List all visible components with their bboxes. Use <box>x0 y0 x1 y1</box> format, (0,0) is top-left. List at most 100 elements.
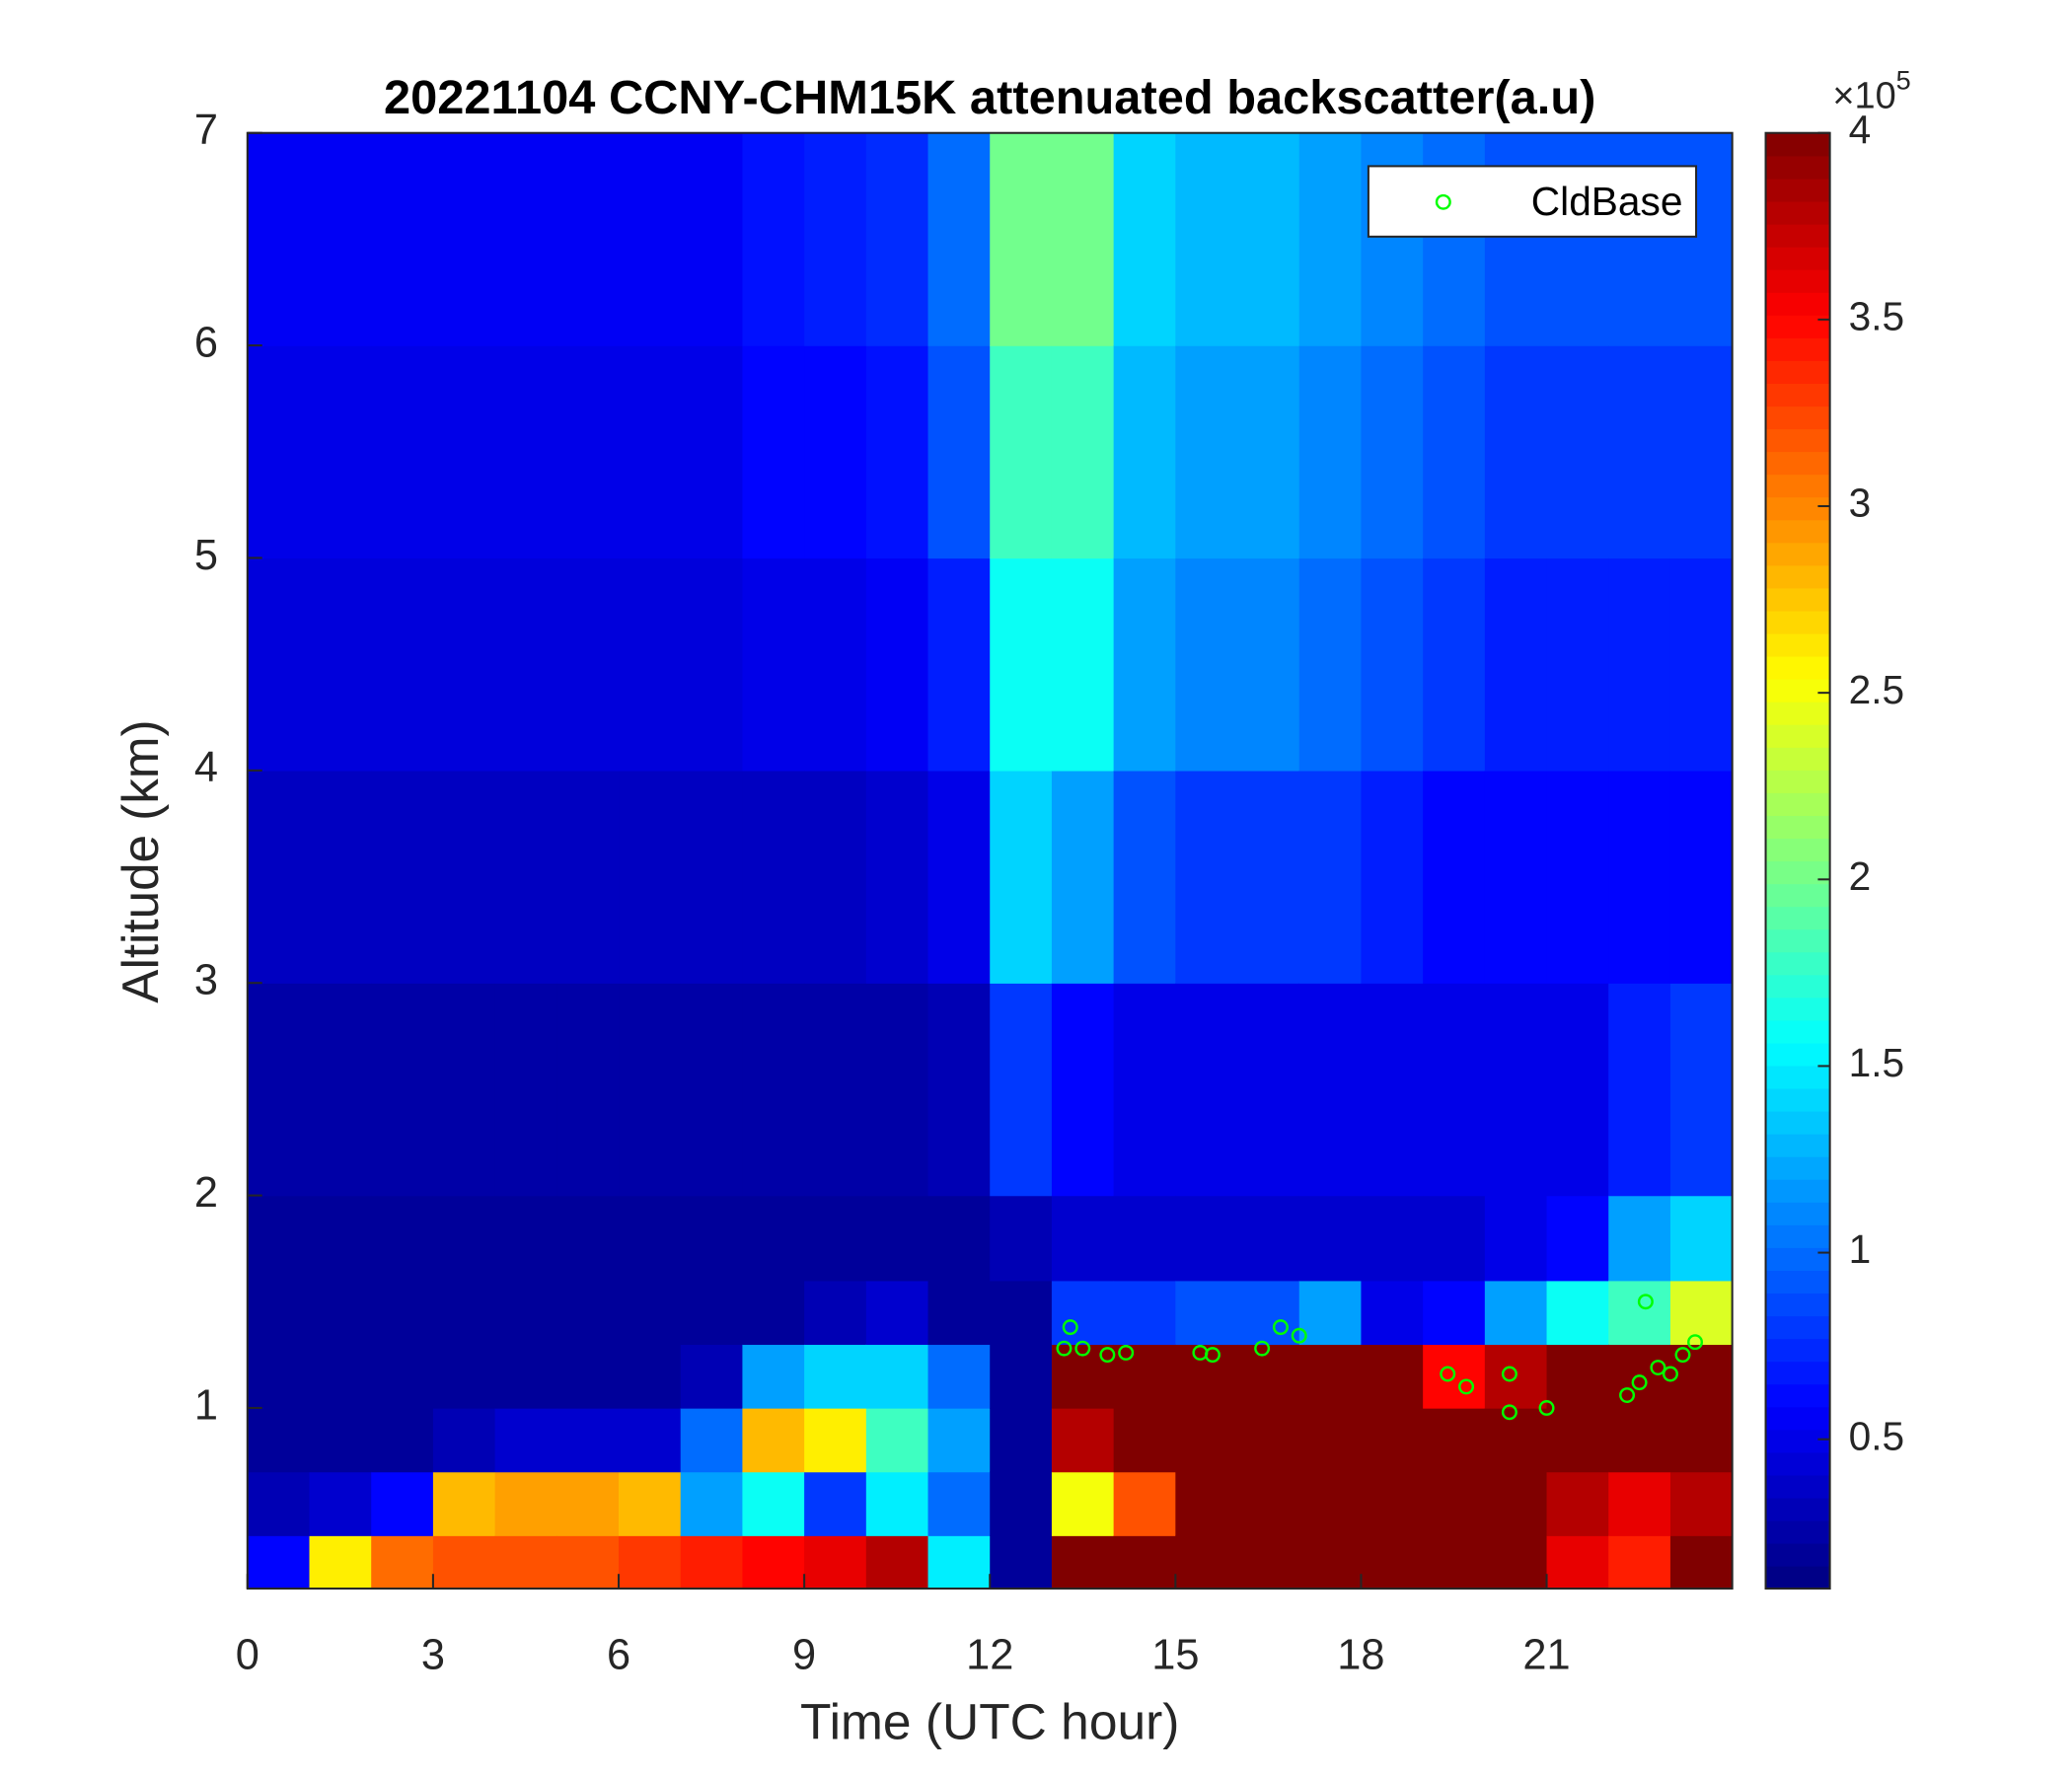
colorbar-swatch <box>1765 1383 1830 1408</box>
heat-cell <box>1175 770 1238 984</box>
heat-cell <box>804 983 867 1197</box>
heat-cell <box>1669 770 1734 984</box>
heat-cell <box>1051 557 1115 772</box>
colorbar-swatch <box>1765 1042 1830 1067</box>
colorbar-frame <box>1764 131 1831 1591</box>
colorbar-tick-label: 1.5 <box>1849 1040 1905 1085</box>
heat-cell <box>371 345 434 559</box>
heat-cell <box>1608 770 1671 984</box>
heat-cell <box>556 132 620 346</box>
heat-cell <box>494 557 557 772</box>
heat-cell <box>494 1195 557 1282</box>
heat-cell <box>1175 1280 1238 1346</box>
colorbar-base: ×10 <box>1832 76 1895 117</box>
heat-cell <box>1298 132 1363 346</box>
heat-cell <box>742 132 805 346</box>
y-tick-label: 2 <box>194 1169 218 1217</box>
cloud-base-point <box>1631 1374 1648 1391</box>
heat-cell <box>432 770 496 984</box>
heat-cell <box>990 1471 1053 1536</box>
heat-cell <box>1298 770 1363 984</box>
heat-cell <box>1175 1535 1238 1590</box>
cloud-base-point <box>1272 1319 1289 1336</box>
x-tick-label: 18 <box>1337 1632 1384 1679</box>
heat-cell <box>432 1407 496 1473</box>
cloud-base-point <box>1056 1340 1073 1357</box>
heat-cell <box>619 1535 682 1590</box>
cloud-base-point <box>1074 1340 1091 1357</box>
heat-cell <box>371 557 434 772</box>
colorbar-swatch <box>1765 906 1830 930</box>
heat-cell <box>1669 1407 1734 1473</box>
colorbar-swatch <box>1765 815 1830 840</box>
heat-cell <box>1669 1344 1734 1409</box>
heat-cell <box>1669 345 1734 559</box>
heat-cell <box>680 983 744 1197</box>
heat-cell <box>680 557 744 772</box>
heat-cell <box>309 1535 372 1590</box>
heat-cell <box>1546 132 1609 346</box>
colorbar-swatch <box>1765 519 1830 544</box>
heat-cell <box>1113 983 1177 1197</box>
heat-cell <box>1361 1407 1424 1473</box>
heat-cell <box>619 983 682 1197</box>
heat-cell <box>556 345 620 559</box>
heat-cell <box>742 1280 805 1346</box>
heat-cell <box>927 345 991 559</box>
heat-cell <box>494 345 557 559</box>
colorbar-swatch <box>1765 974 1830 999</box>
heat-cell <box>1113 557 1177 772</box>
heat-cell <box>1298 1344 1363 1409</box>
colorbar-swatch <box>1765 928 1830 953</box>
colorbar-swatch <box>1765 860 1830 885</box>
heat-cell <box>1546 1280 1609 1346</box>
heat-cell <box>1175 983 1238 1197</box>
heat-cell <box>1237 983 1300 1197</box>
heat-cell <box>1113 1195 1177 1282</box>
heat-cell <box>1113 1344 1177 1409</box>
heat-cell <box>1237 1471 1300 1536</box>
heat-cell <box>556 1407 620 1473</box>
colorbar-exponent: 5 <box>1896 66 1911 96</box>
heat-cell <box>1484 132 1548 346</box>
colorbar-swatch <box>1765 1338 1830 1363</box>
heat-cell <box>865 1535 929 1590</box>
heat-cell <box>742 983 805 1197</box>
cloud-base-point <box>1118 1345 1135 1361</box>
heat-cell <box>1669 1471 1734 1536</box>
heat-cell <box>1237 1407 1300 1473</box>
colorbar-swatch <box>1765 1019 1830 1044</box>
cloud-base-point <box>1440 1366 1456 1382</box>
y-tick-label: 6 <box>194 320 218 367</box>
heat-cell <box>1669 132 1734 346</box>
x-tick-label: 12 <box>966 1632 1013 1679</box>
colorbar-swatch <box>1765 451 1830 476</box>
colorbar-swatch <box>1765 1519 1830 1544</box>
heat-cell <box>865 557 929 772</box>
heat-cell <box>927 1535 991 1590</box>
colorbar-tick-label: 2.5 <box>1849 667 1905 712</box>
heat-cell <box>865 345 929 559</box>
heat-cell <box>804 1344 867 1409</box>
colorbar-swatch <box>1765 1202 1830 1225</box>
colorbar-tick-label: 3.5 <box>1849 294 1905 339</box>
heat-cell <box>619 1195 682 1282</box>
heat-cell <box>432 1195 496 1282</box>
heat-cell <box>371 132 434 346</box>
heat-cell <box>742 1195 805 1282</box>
heat-cell <box>1669 983 1734 1197</box>
colorbar-swatch <box>1765 564 1830 589</box>
colorbar-swatch <box>1765 360 1830 384</box>
heat-cell <box>804 1535 867 1590</box>
heat-cell <box>990 770 1053 984</box>
heat-cell <box>247 132 311 346</box>
heat-cell <box>1175 557 1238 772</box>
heat-cell <box>309 1195 372 1282</box>
colorbar-swatch <box>1765 838 1830 862</box>
heat-cell <box>1484 770 1548 984</box>
heat-cell <box>1051 1280 1115 1346</box>
heat-cell <box>804 557 867 772</box>
heat-cell <box>680 1195 744 1282</box>
heat-cell <box>742 557 805 772</box>
